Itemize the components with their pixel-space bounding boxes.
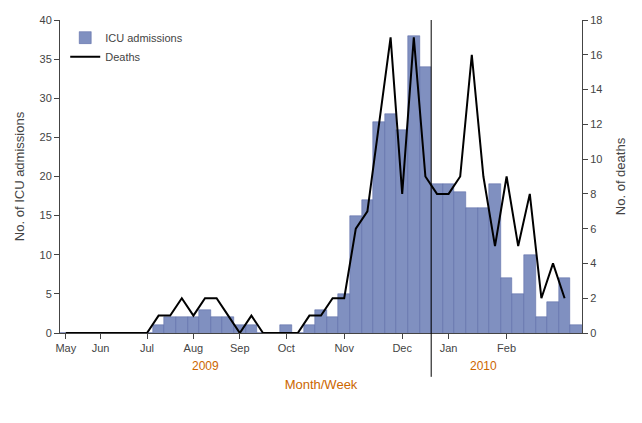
svg-text:2010: 2010 <box>470 359 497 373</box>
svg-text:Jun: Jun <box>92 342 110 354</box>
svg-text:Sep: Sep <box>230 342 250 354</box>
svg-text:Month/Week: Month/Week <box>285 377 358 392</box>
svg-text:No. of ICU admissions: No. of ICU admissions <box>12 111 27 241</box>
svg-text:Feb: Feb <box>497 342 516 354</box>
svg-text:Oct: Oct <box>278 342 295 354</box>
svg-text:35: 35 <box>40 53 52 65</box>
svg-text:No. of deaths: No. of deaths <box>613 137 628 215</box>
svg-text:10: 10 <box>590 153 602 165</box>
svg-text:Jan: Jan <box>440 342 458 354</box>
svg-text:14: 14 <box>590 83 602 95</box>
svg-text:ICU admissions: ICU admissions <box>105 32 183 44</box>
svg-text:30: 30 <box>40 92 52 104</box>
svg-text:18: 18 <box>590 14 602 26</box>
svg-text:Aug: Aug <box>184 342 204 354</box>
svg-text:Nov: Nov <box>334 342 354 354</box>
svg-text:Dec: Dec <box>392 342 412 354</box>
svg-text:40: 40 <box>40 14 52 26</box>
svg-text:10: 10 <box>40 249 52 261</box>
svg-text:6: 6 <box>590 223 596 235</box>
svg-text:2009: 2009 <box>192 359 219 373</box>
svg-text:15: 15 <box>40 209 52 221</box>
svg-text:20: 20 <box>40 170 52 182</box>
svg-text:8: 8 <box>590 188 596 200</box>
svg-text:12: 12 <box>590 118 602 130</box>
svg-text:4: 4 <box>590 257 596 269</box>
svg-text:Deaths: Deaths <box>105 51 140 63</box>
svg-text:0: 0 <box>590 327 596 339</box>
svg-text:5: 5 <box>46 288 52 300</box>
svg-text:16: 16 <box>590 49 602 61</box>
svg-text:Jul: Jul <box>140 342 154 354</box>
svg-text:25: 25 <box>40 131 52 143</box>
svg-text:0: 0 <box>46 327 52 339</box>
svg-text:May: May <box>55 342 76 354</box>
svg-text:2: 2 <box>590 292 596 304</box>
